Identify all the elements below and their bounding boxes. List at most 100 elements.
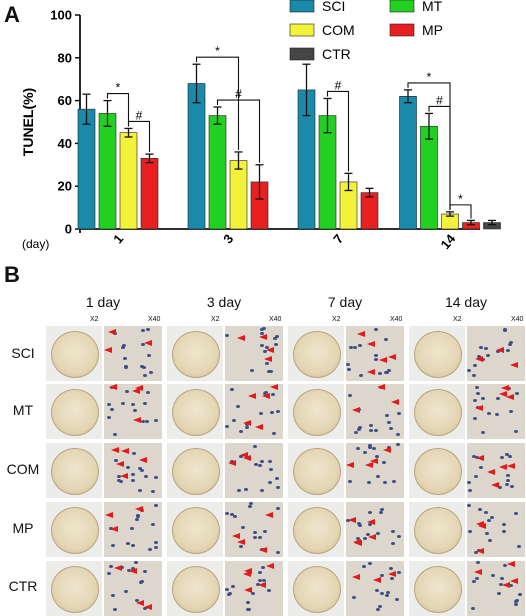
nucleus: [380, 574, 384, 577]
nucleus: [363, 537, 367, 540]
significance-label: #: [436, 93, 443, 107]
nucleus: [379, 511, 383, 514]
nucleus: [246, 601, 250, 604]
nucleus: [225, 512, 229, 515]
nucleus: [154, 504, 158, 507]
nucleus: [382, 461, 386, 464]
spinal-cord-section: [51, 448, 99, 495]
nucleus: [146, 328, 150, 331]
red-arrow-marker: [237, 335, 245, 341]
nucleus: [385, 594, 389, 597]
red-arrow-marker: [259, 334, 267, 340]
nucleus: [232, 419, 236, 422]
red-arrow-marker: [265, 512, 273, 518]
nucleus: [253, 445, 257, 448]
mag-label-high: X40: [390, 316, 403, 323]
nucleus: [363, 451, 367, 454]
red-arrow-marker: [475, 356, 483, 362]
nucleus: [134, 561, 138, 564]
nucleus: [228, 592, 232, 595]
nucleus: [358, 524, 362, 527]
nucleus: [136, 514, 140, 517]
red-arrow-marker: [110, 526, 118, 532]
bar-mp-day-7: [360, 192, 379, 230]
red-arrow-marker: [388, 571, 396, 577]
nucleus: [140, 365, 144, 368]
nucleus: [473, 364, 477, 367]
micrograph-x2-mt-3-day: [167, 384, 223, 439]
spinal-cord-section: [51, 389, 99, 436]
red-arrow-marker: [491, 482, 499, 488]
red-arrow-marker: [135, 506, 143, 512]
nucleus: [374, 354, 378, 357]
nucleus: [369, 424, 373, 427]
nucleus: [275, 335, 279, 338]
micrograph-x2-mt-7-day: [288, 384, 344, 439]
nucleus: [268, 481, 272, 484]
red-arrow-marker: [506, 394, 514, 400]
red-arrow-marker: [496, 347, 504, 353]
micrograph-x2-com-7-day: [288, 443, 344, 498]
nucleus: [468, 530, 472, 533]
nucleus: [467, 504, 471, 507]
mag-label-low: X2: [90, 316, 99, 323]
nucleus: [147, 354, 151, 357]
nucleus: [392, 480, 396, 483]
legend-label-com: COM: [322, 22, 355, 38]
x-tick-label-day-7: 7: [330, 231, 346, 246]
nucleus: [358, 344, 362, 347]
micrograph-x2-mp-14-day: [409, 502, 465, 557]
nucleus: [268, 460, 272, 463]
micrograph-x2-ctr-14-day: [409, 561, 465, 616]
bar-com-day-3: [229, 160, 248, 230]
nucleus: [367, 481, 371, 484]
x-tick-label-day-14: 14: [438, 231, 459, 252]
row-label-mt: MT: [12, 402, 34, 418]
micrograph-x2-sci-7-day: [288, 326, 344, 381]
micrograph-x2-ctr-3-day: [167, 561, 223, 616]
nucleus: [471, 607, 475, 610]
y-tick-label: 60: [58, 93, 72, 108]
red-arrow-marker: [474, 569, 482, 575]
column-header-3-day: 3 day: [206, 294, 242, 310]
nucleus: [225, 334, 229, 337]
spinal-cord-section: [293, 389, 341, 436]
red-arrow-marker: [228, 460, 236, 466]
red-arrow-marker: [499, 464, 507, 470]
spinal-cord-section: [51, 331, 99, 378]
nucleus: [509, 341, 513, 344]
nucleus: [138, 467, 142, 470]
legend-swatch-mt: [389, 0, 415, 13]
nucleus: [496, 397, 500, 400]
nucleus: [250, 369, 254, 372]
bar-sci-day-1: [77, 108, 96, 230]
micrograph-x40-mp-14-day: [467, 502, 525, 557]
nucleus: [481, 431, 485, 434]
nucleus: [358, 426, 362, 429]
nucleus: [384, 371, 388, 374]
nucleus: [467, 369, 471, 372]
nucleus: [272, 432, 276, 435]
red-arrow-marker: [104, 347, 112, 353]
legend-label-mp: MP: [422, 22, 443, 38]
nucleus: [124, 590, 128, 593]
spinal-cord-section: [51, 507, 99, 554]
micrograph-x2-mp-7-day: [288, 502, 344, 557]
nucleus: [140, 469, 144, 472]
nucleus: [141, 420, 145, 423]
nucleus: [231, 585, 235, 588]
nucleus: [472, 455, 476, 458]
red-arrow-marker: [129, 568, 137, 574]
red-arrow-marker: [388, 354, 396, 360]
nucleus: [253, 536, 257, 539]
nucleus: [263, 530, 267, 533]
nucleus: [468, 489, 472, 492]
nucleus: [263, 350, 267, 353]
red-arrow-marker: [243, 455, 251, 461]
x-axis-label: (day): [22, 237, 49, 251]
nucleus: [275, 477, 279, 480]
nucleus: [258, 464, 262, 467]
red-arrow-marker: [232, 533, 240, 539]
nucleus: [154, 419, 158, 422]
nucleus: [500, 456, 504, 459]
